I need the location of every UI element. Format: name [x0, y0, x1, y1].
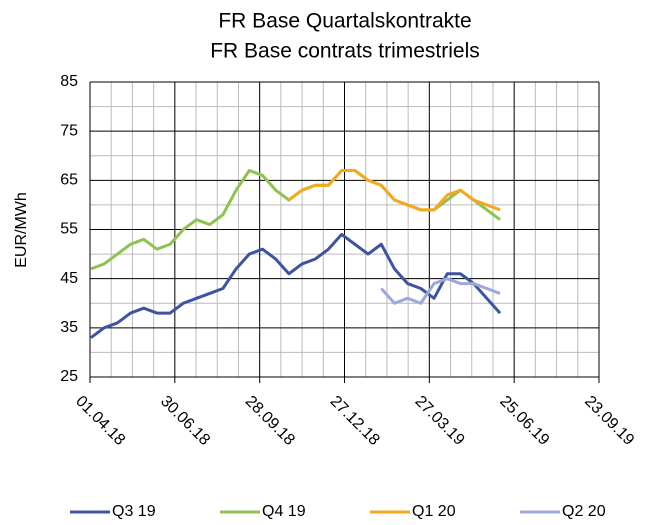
series-line: [380, 277, 501, 305]
x-tick-label: 27.12.18: [327, 393, 383, 449]
x-tick-label: 25.06.19: [496, 393, 552, 449]
x-tick-label: 30.06.18: [157, 393, 213, 449]
series-line: [90, 232, 502, 339]
x-tick-label: 01.04.18: [72, 393, 128, 449]
chart-title: FR Base contrats trimestriels: [210, 40, 480, 63]
y-tick-label: 45: [60, 270, 78, 287]
y-tick-label: 55: [60, 221, 78, 238]
y-tick-label: 65: [60, 172, 78, 189]
y-tick-label: 35: [60, 319, 78, 336]
series-line: [287, 169, 501, 212]
legend-label: Q4 19: [262, 503, 306, 520]
x-tick-label: 27.03.19: [412, 393, 468, 449]
y-tick-label: 25: [60, 368, 78, 385]
chart-title: FR Base Quartalskontrakte: [218, 10, 471, 33]
legend-label: Q1 20: [412, 503, 456, 520]
legend-label: Q3 19: [112, 503, 156, 520]
x-tick-label: 28.09.18: [242, 393, 298, 449]
y-axis-label: EUR/MWh: [13, 192, 30, 268]
y-tick-label: 75: [60, 122, 78, 139]
x-tick-label: 23.09.19: [581, 393, 637, 449]
y-tick-label: 85: [60, 73, 78, 90]
legend-label: Q2 20: [562, 503, 606, 520]
